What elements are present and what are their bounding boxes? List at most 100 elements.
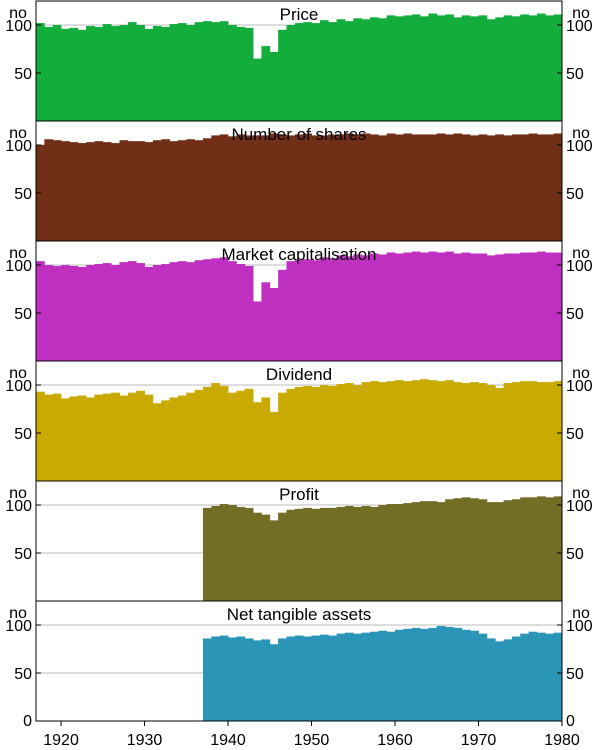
bar	[386, 381, 396, 481]
bar	[303, 259, 312, 361]
bar	[420, 501, 429, 601]
bar	[386, 252, 396, 361]
bar	[311, 135, 321, 241]
bar	[236, 636, 246, 721]
bar	[528, 252, 538, 361]
bar	[294, 259, 304, 361]
bar	[403, 381, 413, 481]
bar	[411, 251, 421, 361]
bar	[202, 138, 212, 241]
bar	[511, 16, 521, 121]
bar	[344, 632, 354, 721]
bar	[86, 142, 95, 241]
bar	[111, 25, 120, 121]
bar	[503, 15, 513, 121]
bar	[294, 23, 304, 121]
y-unit-left: no	[9, 605, 27, 622]
bar	[211, 505, 221, 601]
bar	[61, 141, 70, 241]
bar	[436, 133, 446, 241]
bar	[353, 18, 363, 122]
x-tick-label: 1950	[294, 732, 330, 749]
bar	[361, 19, 371, 122]
bar	[453, 382, 463, 481]
bar	[344, 133, 354, 241]
bar	[353, 506, 363, 601]
bar	[136, 25, 145, 121]
bar	[395, 380, 404, 481]
bar	[127, 141, 137, 241]
bar	[403, 503, 413, 601]
bar	[177, 140, 187, 241]
panel-title: Profit	[279, 485, 319, 504]
panel-6: Net tangible assets no no 50 50 100 100	[5, 600, 593, 722]
bar	[536, 496, 546, 601]
bar	[303, 507, 312, 601]
bar	[36, 391, 45, 481]
bar	[461, 252, 471, 361]
bar	[328, 385, 337, 481]
bar	[428, 627, 438, 721]
bar	[261, 397, 271, 481]
bar	[328, 134, 337, 241]
bar	[286, 261, 296, 361]
bar	[194, 389, 204, 481]
bar	[269, 288, 279, 361]
bar	[211, 258, 221, 361]
bar	[369, 134, 379, 241]
x-tick-label: 1930	[127, 732, 163, 749]
bar	[319, 257, 329, 361]
bar	[344, 383, 354, 481]
bar	[52, 140, 62, 241]
bar	[378, 382, 388, 481]
bar	[61, 28, 70, 122]
bar	[361, 382, 371, 481]
bar	[553, 14, 563, 121]
bar	[445, 499, 454, 601]
y-tick-right: 100	[566, 258, 593, 275]
bar	[545, 15, 555, 121]
bar	[511, 382, 521, 481]
bar	[428, 134, 438, 241]
bar	[169, 141, 179, 241]
bar	[336, 384, 346, 481]
bar	[86, 25, 95, 121]
bar	[386, 631, 396, 721]
bar	[94, 264, 104, 361]
bar	[470, 382, 479, 481]
bar	[211, 22, 221, 121]
bar	[144, 28, 154, 122]
bar	[186, 262, 196, 361]
x-tick-label: 1980	[544, 732, 580, 749]
panel-1: Price no no 50 50 100 100	[5, 0, 593, 122]
bar	[136, 141, 145, 241]
bar	[219, 504, 229, 601]
bar	[545, 382, 555, 481]
bar	[495, 641, 504, 721]
y-zero-left: 0	[23, 713, 32, 730]
bar	[536, 632, 546, 721]
bar	[119, 395, 129, 481]
bar	[69, 265, 79, 361]
bar	[336, 134, 346, 241]
bar	[378, 18, 388, 122]
y-tick-left: 100	[5, 498, 32, 515]
y-unit-right: no	[572, 5, 590, 22]
bar	[445, 134, 454, 241]
bar	[294, 635, 304, 721]
bar	[361, 133, 371, 241]
bar	[369, 631, 379, 721]
bar	[520, 633, 529, 721]
bar	[528, 381, 538, 481]
bar	[261, 135, 271, 241]
bar	[94, 394, 104, 481]
bar	[328, 22, 337, 121]
bar	[228, 136, 237, 241]
bar	[545, 633, 555, 721]
bar	[520, 252, 529, 361]
bar	[102, 24, 112, 121]
bar	[353, 385, 363, 481]
bar	[553, 252, 563, 361]
bar	[161, 264, 170, 361]
bar	[536, 251, 546, 361]
